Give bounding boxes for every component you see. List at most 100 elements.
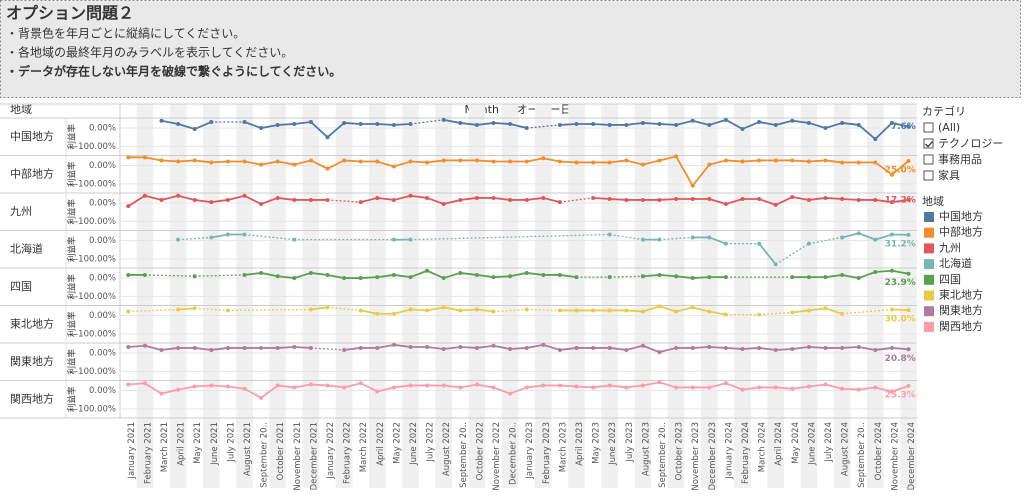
line-segment xyxy=(260,272,278,278)
line-segment xyxy=(443,199,461,205)
line-segment xyxy=(808,383,826,388)
gap-connector xyxy=(194,307,228,312)
data-point xyxy=(823,126,828,131)
line-segment xyxy=(360,382,378,393)
y-tick-label: -100.00% xyxy=(75,329,116,339)
data-point xyxy=(176,237,181,242)
line-segment xyxy=(277,197,295,201)
x-tick-label: August 2021 xyxy=(243,422,253,476)
gap-connector xyxy=(559,197,594,203)
data-point xyxy=(275,195,280,200)
line-segment xyxy=(310,159,328,170)
data-point xyxy=(723,241,728,246)
gap-connector xyxy=(842,308,892,315)
filter-checkbox[interactable] xyxy=(923,122,934,133)
filter-title: カテゴリ xyxy=(922,104,966,118)
data-point xyxy=(757,197,762,202)
data-point xyxy=(126,272,131,277)
filter-check xyxy=(925,141,933,148)
filter-option[interactable]: (All) xyxy=(938,121,960,134)
line-segment xyxy=(194,384,212,388)
data-point xyxy=(640,309,645,314)
filter-option[interactable]: 事務用品 xyxy=(938,152,982,166)
filter-checkbox[interactable] xyxy=(923,170,934,181)
line-segment xyxy=(676,275,693,279)
y-tick-label: -100.00% xyxy=(75,292,116,302)
line-segment xyxy=(842,387,859,391)
line-segment xyxy=(161,159,179,163)
line-segment xyxy=(161,388,179,395)
line-segment xyxy=(377,274,395,279)
data-point xyxy=(557,272,562,277)
line-segment xyxy=(310,272,328,276)
legend-swatch xyxy=(924,274,934,285)
line-segment xyxy=(277,123,295,126)
data-point xyxy=(557,383,562,388)
data-point xyxy=(840,386,845,391)
filter-option[interactable]: 家具 xyxy=(938,168,960,182)
line-segment xyxy=(161,194,179,201)
filter-checkbox[interactable] xyxy=(923,138,934,149)
line-segment xyxy=(211,160,228,164)
line-segment xyxy=(294,383,312,389)
line-segment xyxy=(526,343,544,349)
gap-connector xyxy=(775,243,810,265)
y-tick-label: 0.00% xyxy=(89,161,116,171)
data-point xyxy=(906,383,911,388)
data-label: 25.3% xyxy=(885,390,916,400)
x-tick-label: January 2023 xyxy=(525,422,535,480)
line-segment xyxy=(626,122,644,126)
data-point xyxy=(408,275,413,280)
data-point xyxy=(557,308,562,313)
data-point xyxy=(906,347,911,352)
line-segment xyxy=(227,194,245,201)
data-point xyxy=(773,347,778,352)
data-point xyxy=(358,200,363,205)
data-point xyxy=(126,309,131,314)
data-point xyxy=(391,164,396,169)
filter-option[interactable]: テクノロジー xyxy=(938,137,1003,150)
line-segment xyxy=(393,123,411,126)
line-segment xyxy=(161,119,179,125)
data-point xyxy=(723,158,728,163)
data-point xyxy=(159,391,164,396)
data-point xyxy=(391,122,396,127)
data-point xyxy=(840,235,845,240)
gap-connector xyxy=(659,236,693,241)
data-point xyxy=(607,232,612,237)
data-point xyxy=(657,237,662,242)
line-segment xyxy=(211,233,229,239)
data-point xyxy=(674,197,679,202)
line-segment xyxy=(211,199,229,204)
line-segment xyxy=(775,386,793,390)
line-segment xyxy=(825,197,843,200)
data-point xyxy=(259,270,264,275)
filter-checkbox[interactable] xyxy=(923,154,934,165)
data-point xyxy=(823,158,828,163)
y-axis-title: 利益率 xyxy=(67,349,78,375)
header-note: ・各地域の最終年月のみラベルを表示してください。 xyxy=(6,45,293,60)
line-segment xyxy=(642,122,660,125)
data-point xyxy=(275,345,280,350)
line-segment xyxy=(493,386,511,395)
line-segment xyxy=(874,161,893,176)
line-segment xyxy=(460,122,478,126)
data-point xyxy=(707,275,712,280)
data-point xyxy=(873,385,878,390)
data-point xyxy=(640,274,645,279)
line-segment xyxy=(891,385,909,393)
line-segment xyxy=(260,124,278,129)
gap-connector xyxy=(144,274,195,277)
line-segment xyxy=(460,308,477,312)
x-tick-label: April 2023 xyxy=(575,422,585,466)
data-point xyxy=(325,135,330,140)
data-point xyxy=(491,195,496,200)
data-point xyxy=(308,382,313,387)
data-point xyxy=(126,345,131,350)
line-segment xyxy=(725,198,743,205)
data-point xyxy=(757,345,762,350)
data-point xyxy=(690,183,695,188)
data-point xyxy=(375,159,380,164)
line-segment xyxy=(858,124,876,140)
